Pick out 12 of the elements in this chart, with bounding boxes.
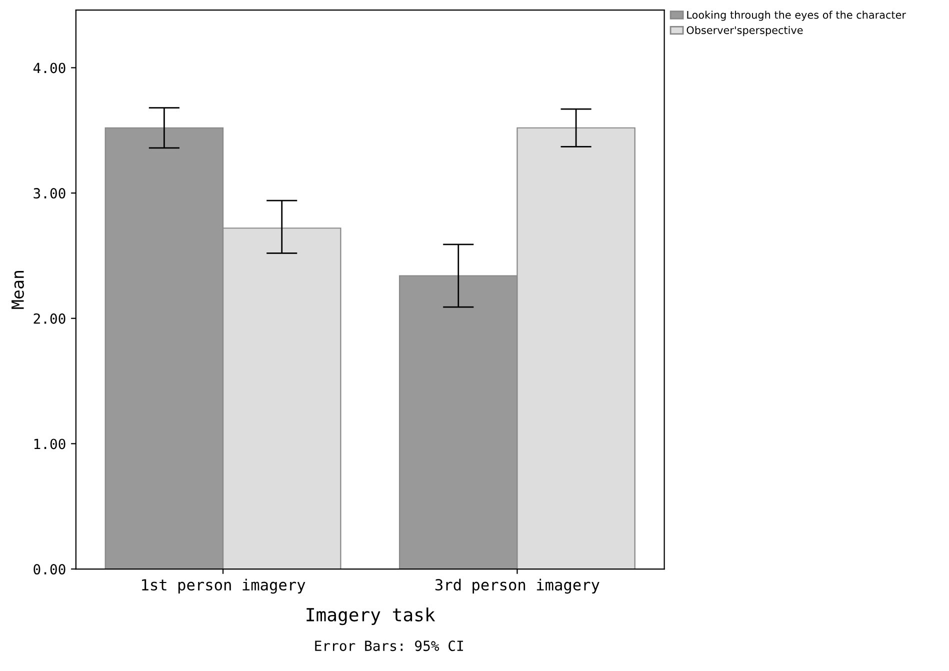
legend-label: Looking through the eyes of the character (687, 10, 906, 21)
x-tick-label: 1st person imagery (142, 578, 306, 594)
x-tick-label: 3rd person imagery (435, 578, 600, 594)
y-axis-title: Mean (12, 270, 24, 309)
y-tick-label: 4.00 (33, 62, 66, 74)
y-tick-label: 1.00 (34, 438, 66, 450)
y-tick-label: 2.00 (34, 313, 66, 324)
y-tick-label: 3.00 (34, 188, 66, 199)
text: Error Bars: 95% CI (315, 640, 463, 652)
x-axis-title: Imagery task (306, 608, 436, 626)
y-tick-label: 0.00 (34, 564, 66, 575)
legend-label: Observer'sperspective (686, 26, 803, 36)
